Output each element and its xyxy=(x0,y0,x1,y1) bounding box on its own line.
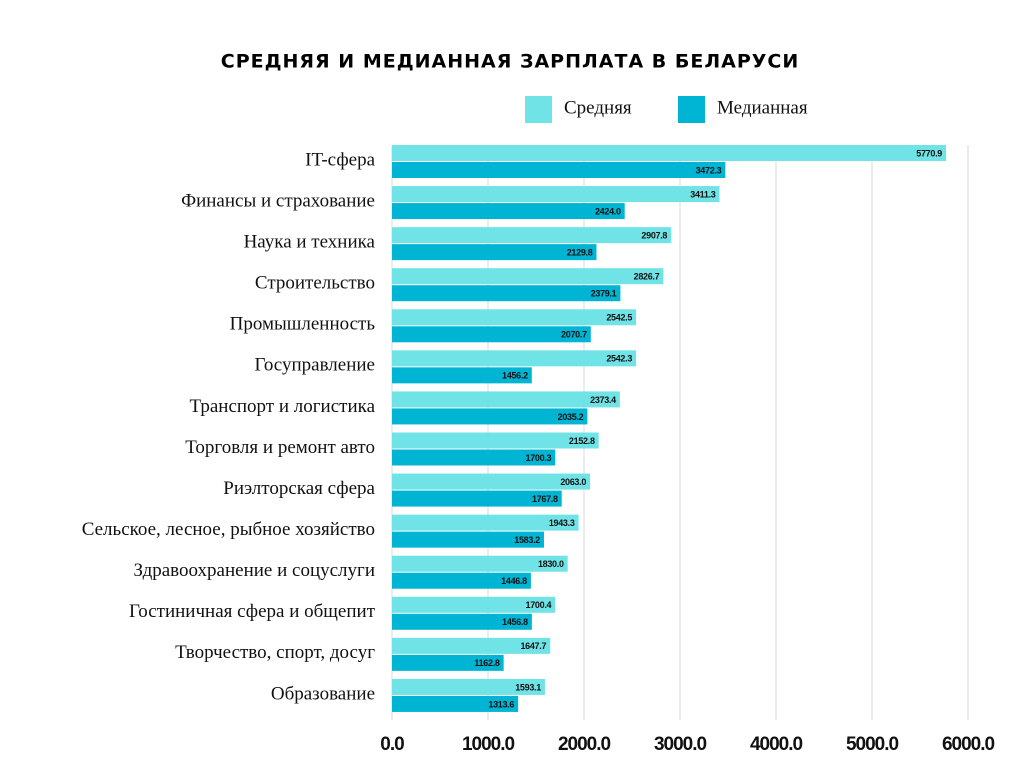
bar xyxy=(392,326,591,343)
value-label: 2070.7 xyxy=(561,330,587,340)
bar xyxy=(392,285,621,302)
bar xyxy=(392,514,579,531)
bar xyxy=(392,473,591,490)
bar xyxy=(392,555,568,572)
y-tick-label: Сельское, лесное, рыбное хозяйство xyxy=(82,519,375,540)
y-tick-label: Гостиничная сфера и общепит xyxy=(129,601,376,622)
y-tick-label: Госуправление xyxy=(255,355,375,376)
bar xyxy=(392,408,588,425)
value-label: 5770.9 xyxy=(916,148,942,158)
y-tick-label: IT-сфера xyxy=(305,149,375,170)
value-label: 1456.8 xyxy=(502,617,528,627)
y-tick-label: Строительство xyxy=(255,273,375,294)
legend-label: Медианная xyxy=(717,97,808,118)
value-label: 2424.0 xyxy=(595,206,621,216)
value-label: 2542.5 xyxy=(606,313,632,323)
bar xyxy=(392,490,562,507)
bar xyxy=(392,244,597,261)
value-label: 2152.8 xyxy=(569,436,595,446)
x-tick-label: 0.0 xyxy=(380,734,404,755)
value-label: 1313.6 xyxy=(488,699,514,709)
value-label: 1767.8 xyxy=(532,494,558,504)
bar xyxy=(392,186,720,203)
bar xyxy=(392,613,532,630)
value-label: 2373.4 xyxy=(590,395,616,405)
bar xyxy=(392,268,664,285)
x-tick-label: 1000.0 xyxy=(462,734,515,755)
bar xyxy=(392,203,625,220)
value-label: 2129.8 xyxy=(567,248,593,258)
bar xyxy=(392,309,637,326)
bar xyxy=(392,367,532,384)
value-label: 1162.8 xyxy=(474,658,500,668)
value-label: 1583.2 xyxy=(514,535,540,545)
value-label: 2035.2 xyxy=(558,412,584,422)
value-label: 1830.0 xyxy=(538,559,564,569)
value-label: 1700.3 xyxy=(525,453,551,463)
bar xyxy=(392,432,599,449)
x-tick-label: 6000.0 xyxy=(942,734,995,755)
y-tick-label: Торговля и ремонт авто xyxy=(185,437,375,458)
y-tick-label: Наука и техника xyxy=(244,232,376,253)
bar xyxy=(392,695,519,712)
value-label: 1647.7 xyxy=(520,641,546,651)
legend-swatch xyxy=(525,96,552,123)
bar xyxy=(392,391,620,408)
x-tick-label: 4000.0 xyxy=(750,734,803,755)
bar xyxy=(392,654,504,671)
legend-swatch xyxy=(678,96,705,123)
value-label: 1700.4 xyxy=(526,600,552,610)
bar xyxy=(392,678,545,695)
value-label: 2907.8 xyxy=(641,231,667,241)
value-label: 2542.3 xyxy=(606,354,632,364)
value-label: 2379.1 xyxy=(591,289,617,299)
bar xyxy=(392,449,556,466)
chart-title: СРЕДНЯЯ И МЕДИАННАЯ ЗАРПЛАТА В БЕЛАРУСИ xyxy=(221,51,800,73)
bar xyxy=(392,350,637,367)
bar xyxy=(392,531,544,548)
bar xyxy=(392,637,551,654)
y-tick-label: Транспорт и логистика xyxy=(189,396,375,417)
value-label: 3411.3 xyxy=(690,189,716,199)
y-tick-label: Творчество, спорт, досуг xyxy=(175,642,375,663)
bar xyxy=(392,145,947,161)
value-label: 3472.3 xyxy=(696,165,722,175)
y-tick-label: Риэлторская сфера xyxy=(223,478,375,499)
y-tick-label: Финансы и страхование xyxy=(181,190,375,211)
value-label: 1943.3 xyxy=(549,518,575,528)
bar xyxy=(392,596,556,613)
value-label: 1593.1 xyxy=(515,682,541,692)
value-label: 1446.8 xyxy=(501,576,527,586)
bar xyxy=(392,227,672,244)
y-tick-label: Здравоохранение и соцуслуги xyxy=(134,560,375,581)
value-label: 2826.7 xyxy=(634,272,660,282)
legend-label: Средняя xyxy=(564,97,632,118)
x-tick-label: 2000.0 xyxy=(558,734,611,755)
bar xyxy=(392,572,531,589)
y-tick-label: Образование xyxy=(271,683,375,704)
value-label: 1456.2 xyxy=(502,371,528,381)
bar xyxy=(392,162,726,178)
value-label: 2063.0 xyxy=(560,477,586,487)
x-tick-label: 5000.0 xyxy=(846,734,899,755)
y-tick-label: Промышленность xyxy=(230,314,376,335)
x-tick-label: 3000.0 xyxy=(654,734,707,755)
